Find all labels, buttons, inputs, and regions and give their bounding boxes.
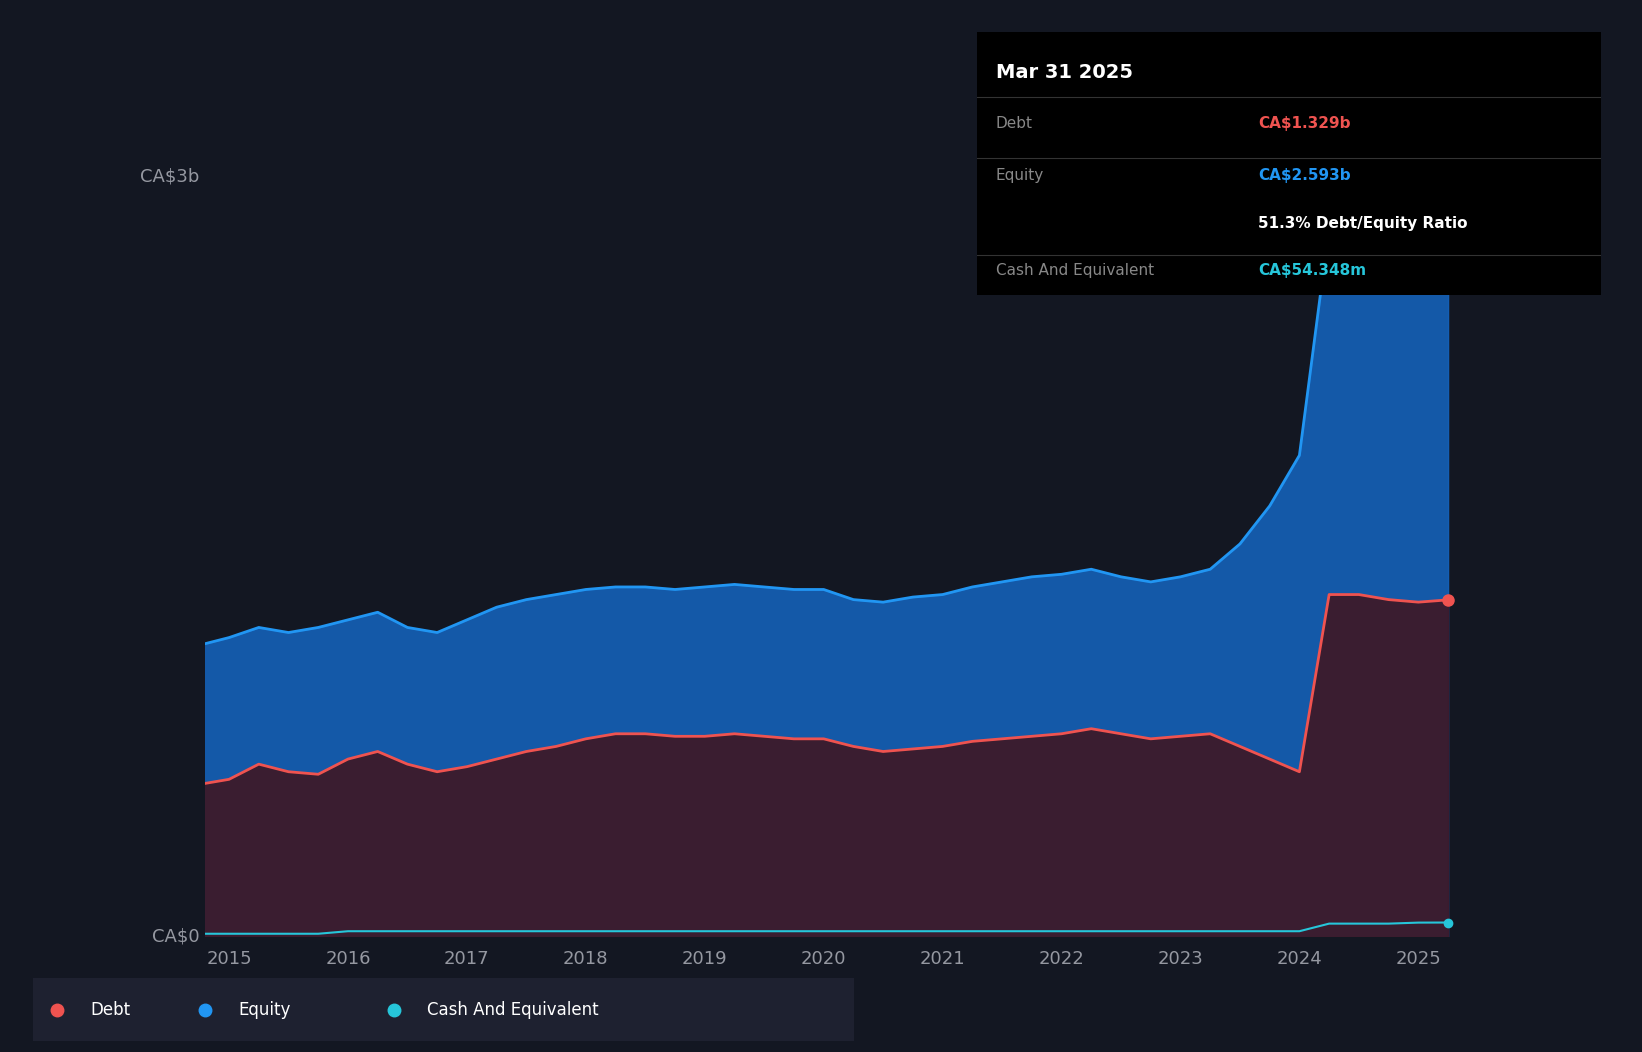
Text: Cash And Equivalent: Cash And Equivalent xyxy=(427,1000,599,1019)
Text: Mar 31 2025: Mar 31 2025 xyxy=(995,63,1133,82)
Text: 51.3% Debt/Equity Ratio: 51.3% Debt/Equity Ratio xyxy=(1258,216,1468,230)
Text: CA$0: CA$0 xyxy=(151,927,199,946)
Text: Cash And Equivalent: Cash And Equivalent xyxy=(995,263,1154,278)
Text: CA$1.329b: CA$1.329b xyxy=(1258,116,1350,130)
Text: Equity: Equity xyxy=(995,168,1044,183)
Text: Equity: Equity xyxy=(238,1000,291,1019)
Text: CA$3b: CA$3b xyxy=(140,168,199,186)
Text: CA$54.348m: CA$54.348m xyxy=(1258,263,1366,278)
Text: CA$2.593b: CA$2.593b xyxy=(1258,168,1350,183)
Text: Debt: Debt xyxy=(995,116,1033,130)
Text: Debt: Debt xyxy=(90,1000,130,1019)
